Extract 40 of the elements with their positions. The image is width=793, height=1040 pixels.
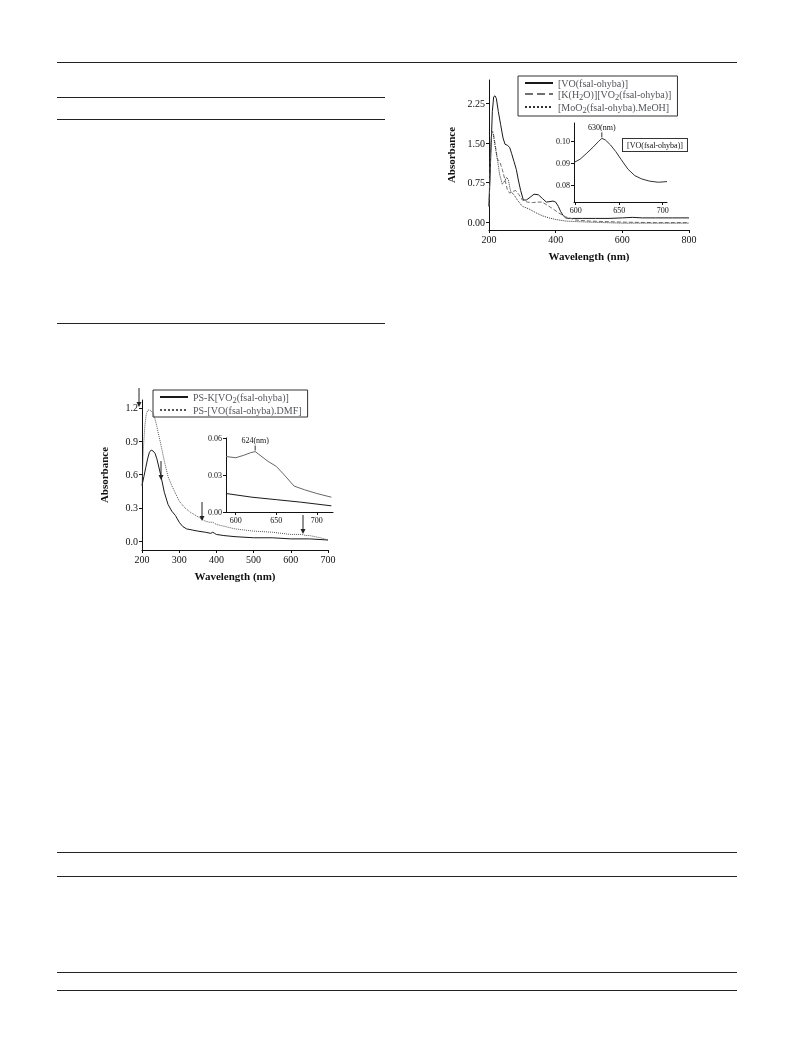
x-tick-label: 600: [614, 233, 630, 245]
y-tick-label: 0.10: [556, 137, 570, 147]
y-tick-label: 0.75: [467, 177, 485, 189]
annotation: 630(nm): [588, 122, 616, 132]
y-tick-label: 0.06: [208, 433, 222, 443]
legend-label: [VO(fsal-ohyba)]: [558, 77, 628, 90]
y-tick-label: 0.9: [125, 435, 138, 447]
y-tick-label: 0.00: [467, 216, 485, 228]
y-tick-label: 0.09: [556, 159, 570, 169]
y-axis-title: Absorbance: [97, 446, 110, 504]
x-tick-label: 650: [270, 515, 283, 525]
x-tick-label: 700: [656, 205, 669, 215]
x-tick-label: 300: [171, 553, 187, 565]
x-tick-label: 700: [310, 515, 323, 525]
x-axis-title: Wavelength (nm): [548, 249, 630, 263]
x-tick-label: 500: [246, 553, 262, 565]
x-axis-title: Wavelength (nm): [194, 569, 276, 583]
legend-label: PS-[VO(fsal-ohyba).DMF]: [193, 404, 302, 417]
x-tick-label: 400: [208, 553, 224, 565]
x-tick-label: 800: [681, 233, 697, 245]
y-tick-label: 0.03: [208, 470, 222, 480]
annotation: 624(nm): [241, 436, 270, 446]
x-tick-label: 200: [481, 233, 497, 245]
y-tick-label: 1.2: [125, 402, 138, 414]
y-tick-label: 1.50: [467, 137, 485, 149]
y-tick-label: 0.6: [125, 468, 138, 480]
y-axis-title: Absorbance: [444, 126, 457, 184]
y-tick-label: 0.0: [125, 535, 138, 547]
y-tick-label: 0.3: [125, 502, 138, 514]
y-tick-label: 0.08: [556, 181, 570, 191]
annotation: [VO(fsal-ohyba)]: [627, 140, 684, 150]
x-tick-label: 600: [569, 205, 582, 215]
y-tick-label: 2.25: [467, 98, 485, 110]
x-tick-label: 700: [320, 553, 336, 565]
x-tick-label: 600: [283, 553, 299, 565]
x-tick-label: 200: [134, 553, 150, 565]
x-tick-label: 650: [613, 205, 626, 215]
x-tick-label: 600: [229, 515, 242, 525]
x-tick-label: 400: [548, 233, 564, 245]
y-tick-label: 0.00: [208, 507, 222, 517]
